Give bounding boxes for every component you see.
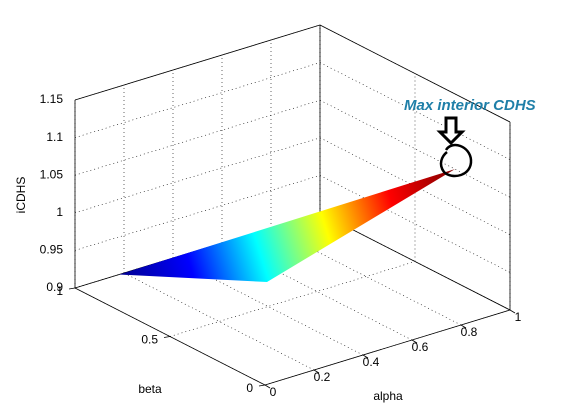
- z-tick-label: 1.1: [46, 130, 63, 144]
- x-axis-label: alpha: [373, 389, 403, 403]
- annotation: Max interior CDHS: [404, 97, 536, 114]
- annotation-arrow: [436, 116, 466, 146]
- x-tick-label: 1: [515, 310, 522, 324]
- tick-mark: [313, 369, 320, 374]
- grid-line: [74, 62, 321, 138]
- tick-mark: [264, 384, 271, 389]
- axis-edge: [319, 24, 511, 123]
- tick-mark: [362, 354, 369, 359]
- z-tick-label: 1.05: [40, 167, 64, 181]
- tick-mark: [509, 309, 516, 314]
- tick-mark: [411, 339, 418, 344]
- x-tick-label: 0.8: [461, 325, 478, 339]
- grid-line: [123, 272, 315, 371]
- grid-line: [74, 137, 321, 214]
- x-tick-label: 0.6: [412, 340, 429, 354]
- y-tick-label: 1: [56, 284, 63, 298]
- z-tick-label: 0.95: [40, 243, 64, 257]
- y-tick-label: 0: [246, 381, 253, 395]
- tick-mark: [460, 324, 467, 329]
- grid-line: [169, 261, 416, 337]
- axes-box: 0.9 0.95 1 1.05 1.1 1.15 0 0.2 0.4 0.6 0.8 1 0 0.5 1: [40, 24, 522, 399]
- z-tick-label: 1: [56, 205, 63, 219]
- z-tick-label: 1.15: [40, 92, 64, 106]
- grid-line: [74, 175, 321, 251]
- grid-line: [74, 99, 321, 176]
- x-tick-label: 0.4: [363, 355, 380, 369]
- annotation-circle: [439, 143, 473, 178]
- z-tick-label: 0.9: [46, 280, 63, 294]
- tick-mark: [163, 336, 171, 338]
- tick-mark: [68, 287, 76, 290]
- y-tick-label: 0.5: [141, 333, 158, 347]
- x-tick-label: 0: [270, 385, 277, 399]
- z-axis-label: iCDHS: [14, 177, 28, 214]
- surface: [119, 169, 455, 282]
- plot-area: [119, 169, 455, 282]
- y-axis-label: beta: [138, 382, 162, 396]
- tick-mark: [258, 384, 266, 387]
- x-tick-label: 0.2: [314, 370, 331, 384]
- grid-line: [74, 24, 321, 101]
- grid-line: [264, 309, 511, 386]
